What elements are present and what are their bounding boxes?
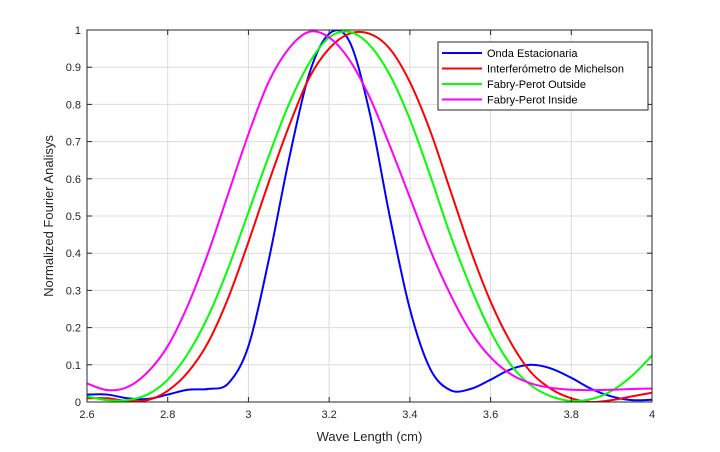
x-tick-label: 3.4: [402, 409, 417, 421]
y-tick-label: 1: [75, 25, 81, 37]
x-tick-label: 2.6: [79, 409, 94, 421]
series-onda-estacionaria-line: [87, 30, 652, 402]
series-fabry-perot-outside-line: [87, 30, 652, 402]
y-tick-label: 0: [75, 397, 81, 409]
x-tick-labels: 2.6 2.8 3 3.2 3.4 3.6 3.8 4: [79, 409, 655, 421]
legend-label: Fabry-Perot Outside: [487, 79, 586, 91]
x-tick-label: 3.2: [321, 409, 336, 421]
y-tick-label: 0.2: [66, 323, 81, 335]
series-interferometro-michelson-line: [87, 30, 652, 402]
y-tick-label: 0.1: [66, 360, 81, 372]
y-tick-label: 0.6: [66, 174, 81, 186]
tick-marks: [86, 29, 653, 403]
y-tick-labels: 0 0.1 0.2 0.3 0.4 0.5 0.6 0.7 0.8 0.9 1: [66, 25, 81, 409]
y-axis-label: Normalized Fourier Analisys: [41, 135, 56, 297]
legend-label: Fabry-Perot Inside: [487, 95, 577, 107]
y-tick-label: 0.9: [66, 62, 81, 74]
y-tick-label: 0.5: [66, 211, 81, 223]
y-tick-label: 0.8: [66, 99, 81, 111]
legend-label: Onda Estacionaria: [487, 48, 578, 60]
y-tick-label: 0.4: [66, 248, 81, 260]
x-tick-label: 3: [245, 409, 251, 421]
x-tick-label: 3.6: [483, 409, 498, 421]
legend: Onda Estacionaria Interferómetro de Miche…: [437, 41, 649, 111]
x-tick-label: 4: [649, 409, 655, 421]
series-fabry-perot-inside-line: [87, 30, 652, 392]
y-tick-label: 0.7: [66, 137, 81, 149]
x-tick-label: 2.8: [160, 409, 175, 421]
series-layer: [87, 30, 652, 402]
legend-label: Interferómetro de Michelson: [487, 64, 624, 76]
y-tick-label: 0.3: [66, 285, 81, 297]
x-axis-label: Wave Length (cm): [317, 429, 423, 444]
x-tick-label: 3.8: [564, 409, 579, 421]
